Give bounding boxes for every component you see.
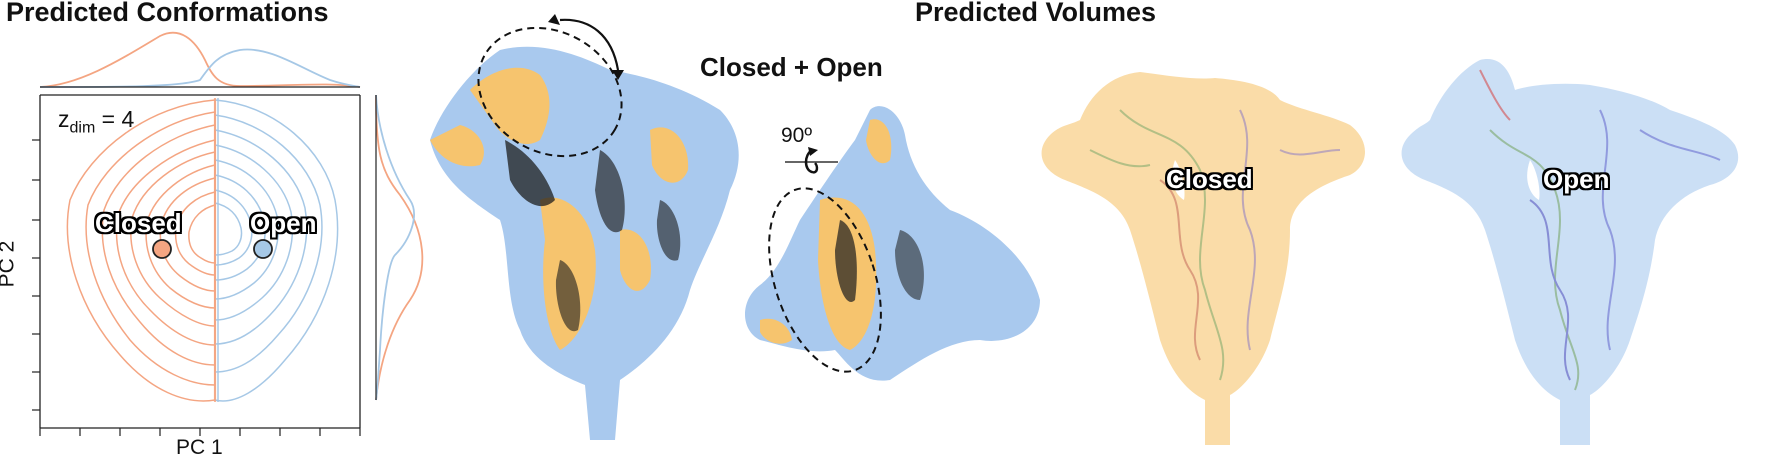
title-predicted-volumes: Predicted Volumes bbox=[915, 0, 1157, 27]
closed-ribbons bbox=[1089, 109, 1341, 381]
open-marker bbox=[253, 239, 273, 259]
curved-arrow-icon bbox=[559, 18, 620, 71]
closed-marker bbox=[152, 239, 172, 259]
dashed-highlight-ellipse bbox=[477, 26, 623, 158]
top-view-map bbox=[745, 106, 1040, 381]
closed-volume-label: Closed bbox=[1166, 164, 1253, 194]
open-ribbons bbox=[1479, 69, 1721, 391]
rotation-arrow-icon bbox=[785, 147, 838, 174]
zdim-label: zdim = 4 bbox=[58, 106, 135, 137]
side-view-map bbox=[430, 14, 739, 441]
closed-label: Closed bbox=[95, 208, 182, 238]
x-axis-label: PC 1 bbox=[176, 436, 223, 459]
right-marginal-density bbox=[375, 94, 424, 401]
closed-density-contours bbox=[66, 99, 216, 402]
open-volume-label: Open bbox=[1543, 164, 1610, 194]
axis-ticks bbox=[32, 139, 361, 436]
title-predicted-conformations: Predicted Conformations bbox=[6, 0, 329, 27]
rotation-label: 90º bbox=[781, 124, 813, 147]
top-marginal-density bbox=[39, 31, 361, 88]
open-label: Open bbox=[250, 208, 317, 238]
title-closed-open: Closed + Open bbox=[700, 52, 883, 82]
